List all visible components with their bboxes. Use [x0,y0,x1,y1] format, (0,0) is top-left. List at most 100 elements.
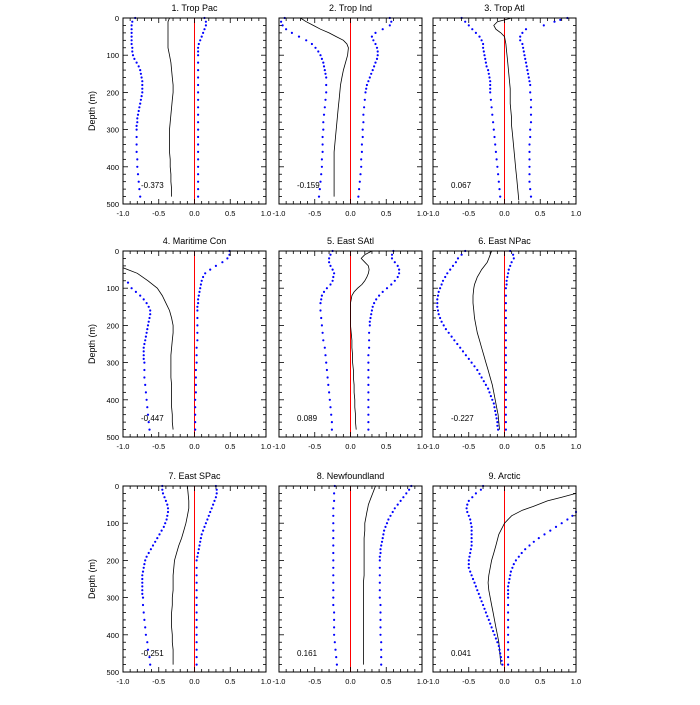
lower-bound-point [320,316,323,320]
upper-bound-point [380,656,383,659]
lower-bound-point [143,368,146,372]
upper-bound-point [196,316,199,320]
lower-bound-point [332,566,335,569]
lower-bound-point [437,313,440,316]
x-tick-label: -1.0 [427,442,440,451]
upper-bound-point [195,663,198,666]
lower-bound-point [474,31,477,34]
panel-annotation: -0.251 [141,649,164,658]
lower-bound-point [147,551,150,555]
lower-bound-point [136,121,139,124]
panel-title: 6. East NPac [478,236,531,246]
upper-bound-point [197,180,200,183]
upper-bound-point [381,290,384,293]
upper-bound-point [529,121,533,124]
x-tick-label: 0.0 [345,442,355,451]
lower-bound-point [141,91,144,94]
upper-bound-point [197,91,200,94]
upper-bound-point [507,592,510,596]
lower-bound-point [325,287,328,290]
upper-bound-point [195,656,198,659]
lower-bound-point [467,357,470,360]
lower-bound-point [470,525,473,529]
upper-bound-point [379,618,382,622]
lower-bound-point [489,98,492,101]
upper-bound-point [367,368,370,372]
lower-bound-point [332,551,335,555]
lower-bound-point [148,428,151,431]
lower-bound-point [130,28,133,31]
upper-bound-point [512,563,515,566]
lower-bound-point [133,57,136,61]
x-tick-label: -0.5 [152,209,165,218]
lower-bound-point [131,54,135,57]
lower-bound-point [456,342,459,346]
lower-bound-point [325,76,328,79]
lower-bound-point [333,633,336,636]
upper-bound-point [370,72,373,75]
lower-bound-point [130,31,133,34]
upper-bound-point [526,69,529,72]
upper-bound-point [197,298,200,301]
x-tick-label: 0.5 [535,209,545,218]
lower-bound-point [141,570,145,573]
lower-bound-point [140,76,143,79]
x-tick-label: 0.0 [499,442,509,451]
lower-bound-point [144,559,147,562]
lower-bound-point [147,305,150,308]
y-tick-label: 300 [106,594,119,603]
lower-bound-point [135,128,138,131]
upper-bound-point [195,596,198,599]
upper-bound-point [511,566,514,569]
lower-bound-point [333,618,336,622]
upper-bound-point [382,533,385,536]
x-tick-label: -0.5 [462,442,475,451]
lower-bound-point [323,69,326,72]
lower-bound-point [165,518,168,521]
lower-bound-point [328,261,331,264]
upper-bound-point [378,294,381,297]
panel-title: 9. Arctic [488,471,521,481]
lower-bound-point [332,544,335,547]
upper-bound-point [197,302,200,305]
lower-bound-point [141,592,144,596]
lower-bound-point [142,566,145,569]
upper-bound-point [389,514,392,517]
lower-bound-point [322,65,326,68]
x-tick-label: 0.0 [189,209,199,218]
upper-bound-point [504,421,507,424]
upper-bound-point [204,24,207,27]
upper-bound-point [194,406,197,409]
lower-bound-point [335,656,338,659]
upper-bound-point [381,537,384,540]
upper-bound-point [204,522,207,525]
lower-bound-point [322,113,326,116]
upper-bound-point [378,555,381,558]
lower-bound-point [465,507,468,510]
upper-bound-point [507,656,510,659]
lower-bound-point [148,316,151,320]
x-tick-label: 1.0 [261,209,271,218]
upper-bound-point [507,603,510,607]
upper-bound-point [197,135,200,139]
lower-bound-point [492,630,495,633]
lower-bound-point [476,589,479,592]
lower-bound-point [477,592,480,596]
lower-bound-point [143,342,146,346]
upper-bound-point [374,42,377,46]
upper-bound-point [380,540,384,543]
upper-bound-point [367,428,370,431]
lower-bound-point [469,548,472,551]
upper-bound-point [367,406,370,409]
lower-bound-point [319,180,322,183]
upper-bound-point [200,35,203,38]
upper-bound-point [399,499,402,502]
lower-bound-point [314,46,317,49]
lower-bound-point [487,69,490,72]
x-tick-label: 0.0 [499,677,509,686]
lower-bound-point [137,180,140,183]
upper-bound-point [393,261,396,264]
upper-bound-point [519,39,522,42]
upper-bound-point [521,31,524,34]
lower-bound-point [436,294,440,297]
